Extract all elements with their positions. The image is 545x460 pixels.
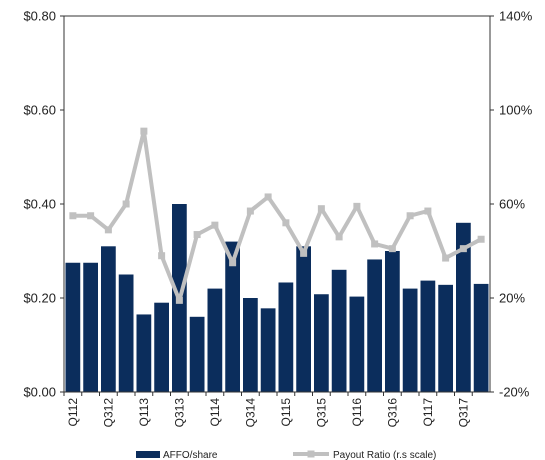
- bar-Q316: [385, 251, 400, 392]
- legend-swatch-affo: [136, 451, 160, 458]
- left-tick-label: $0.40: [23, 197, 56, 212]
- point-Q213: [158, 252, 166, 260]
- bar-Q117: [420, 280, 436, 392]
- bar-Q412: [118, 274, 134, 392]
- point-Q313: [175, 296, 183, 304]
- point-Q214: [229, 259, 237, 267]
- left-axis-ticks: $0.00 $0.20 $0.40 $0.60 $0.80: [23, 9, 64, 400]
- point-Q117: [424, 207, 432, 215]
- point-Q412: [122, 200, 130, 208]
- payout-line: [72, 129, 483, 303]
- payout-line-series: [69, 127, 485, 304]
- left-tick-label: $0.80: [23, 9, 56, 24]
- x-axis-ticks: Q112 Q312 Q113 Q313 Q114 Q314 Q115 Q315 Q116 Q316…: [63, 392, 473, 428]
- bar-Q413: [189, 316, 205, 392]
- left-tick-label: $0.60: [23, 103, 56, 118]
- point-Q212: [87, 212, 95, 220]
- bar-Q215: [296, 246, 311, 392]
- bar-Q112: [65, 262, 81, 392]
- bar-Q417: [473, 283, 489, 392]
- x-tick-label: Q113: [137, 398, 151, 427]
- x-tick-label: Q114: [208, 398, 222, 427]
- bar-Q213: [154, 302, 169, 392]
- point-Q112: [69, 212, 77, 220]
- point-Q312: [104, 226, 112, 234]
- point-Q115: [282, 219, 290, 227]
- point-Q116: [353, 202, 361, 210]
- bar-Q113: [136, 314, 152, 392]
- point-Q314: [246, 207, 254, 215]
- point-Q417: [477, 235, 485, 243]
- left-tick-label: $0.20: [23, 291, 56, 306]
- bar-Q414: [260, 308, 276, 392]
- bar-Q114: [207, 288, 223, 392]
- point-Q217: [442, 254, 450, 262]
- bar-Q312: [101, 246, 116, 392]
- bar-Q115: [278, 282, 294, 392]
- right-tick-label: 100%: [499, 103, 533, 118]
- point-Q413: [193, 231, 201, 239]
- point-Q416: [406, 212, 414, 220]
- point-Q215: [300, 249, 308, 257]
- x-tick-label: Q117: [421, 398, 435, 427]
- bar-Q214: [225, 241, 240, 392]
- x-tick-label: Q116: [350, 398, 364, 427]
- bar-Q415: [331, 269, 347, 392]
- bar-series: [65, 204, 489, 392]
- legend-marker-payout: [307, 450, 315, 458]
- bar-Q216: [367, 259, 382, 392]
- left-tick-label: $0.00: [23, 385, 56, 400]
- bar-Q116: [349, 296, 365, 392]
- bar-Q217: [438, 284, 453, 392]
- point-Q317: [459, 245, 467, 253]
- bar-Q315: [314, 294, 329, 392]
- x-tick-label: Q315: [314, 398, 328, 428]
- point-Q414: [264, 193, 272, 201]
- point-Q216: [371, 240, 379, 248]
- point-Q114: [211, 221, 219, 229]
- bar-Q212: [83, 262, 98, 392]
- legend-label-affo: AFFO/share: [163, 450, 218, 460]
- x-tick-label: Q115: [279, 398, 293, 427]
- bar-Q317: [456, 222, 471, 392]
- bar-Q314: [243, 298, 258, 392]
- point-Q113: [140, 127, 148, 135]
- point-Q315: [317, 205, 325, 213]
- point-Q415: [335, 233, 343, 241]
- right-tick-label: 60%: [499, 197, 525, 212]
- right-tick-label: -20%: [499, 385, 530, 400]
- x-tick-label: Q316: [385, 398, 399, 428]
- x-tick-label: Q314: [243, 398, 257, 428]
- right-tick-label: 140%: [499, 9, 533, 24]
- x-tick-label: Q313: [172, 398, 186, 428]
- x-tick-label: Q112: [66, 398, 80, 427]
- x-tick-label: Q317: [456, 398, 470, 428]
- bar-Q416: [402, 288, 418, 392]
- right-axis-ticks: -20% 20% 60% 100% 140%: [490, 9, 533, 400]
- right-tick-label: 20%: [499, 291, 525, 306]
- x-tick-label: Q312: [101, 398, 115, 428]
- legend-label-payout: Payout Ratio (r.s scale): [333, 450, 436, 460]
- legend: AFFO/share Payout Ratio (r.s scale): [136, 450, 436, 460]
- point-Q316: [388, 245, 396, 253]
